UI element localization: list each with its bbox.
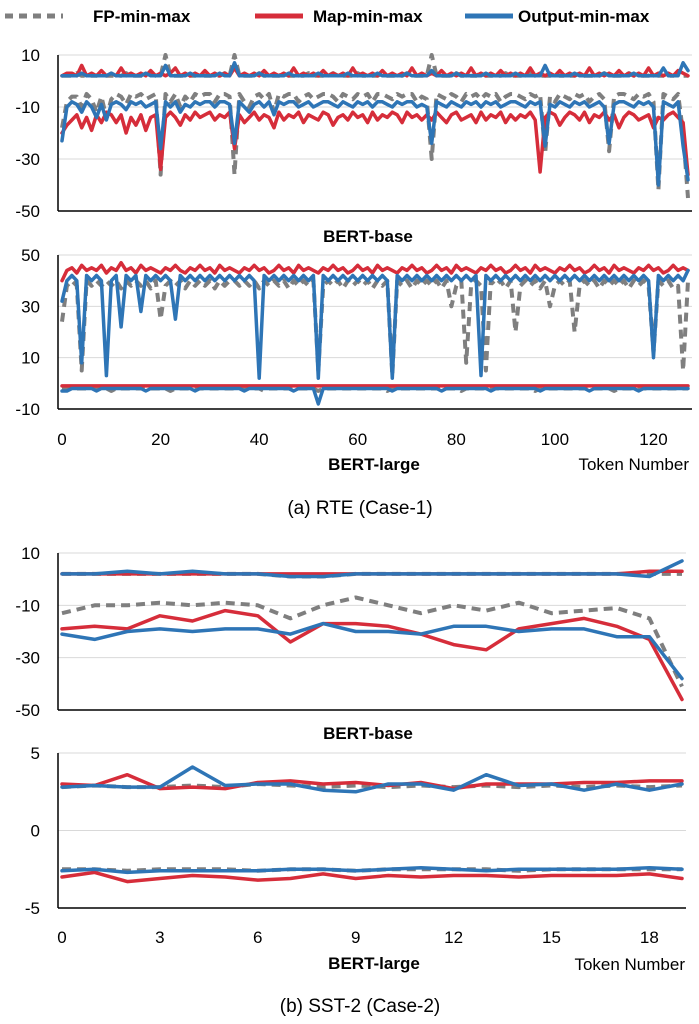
series-line-output-max [60,765,684,794]
caption-b: (b) SST-2 (Case-2) [280,996,440,1017]
x-tick-label: 12 [444,928,463,947]
x-tick-label: 80 [447,430,466,449]
series-line-output-min [60,865,684,875]
x-tick-label: 0 [57,430,66,449]
series-line-output-max [60,559,684,579]
y-tick-label: 10 [21,46,40,65]
y-tick-label: 10 [21,349,40,368]
y-tick-label: 5 [31,744,40,763]
x-tick-label: 60 [348,430,367,449]
legend-label-fp: FP-min-max [93,7,191,26]
series-line-output-max [60,61,690,78]
x-tick-label: 100 [541,430,569,449]
panel-b-bert-large: 5 0 -5 0 3 6 9 12 15 18 [25,744,686,947]
series-line-fp-min [60,92,690,199]
y-tick-label: -30 [15,649,40,668]
x-axis-label-a: Token Number [578,455,689,474]
legend-label-output: Output-min-max [518,7,650,26]
legend-label-map: Map-min-max [313,7,423,26]
y-tick-label: 10 [21,544,40,563]
series-line-output-min [60,100,690,187]
series-line-fp-max [61,782,683,790]
x-axis-label-b: Token Number [574,955,685,974]
caption-a: (a) RTE (Case-1) [287,498,432,519]
y-tick-label: 0 [31,822,40,841]
panel-b-bert-base: 10 -10 -30 -50 [15,544,686,720]
x-tick-label: 15 [542,928,561,947]
series-line-output-min [60,386,690,406]
series-line-fp-min [61,595,684,688]
x-tick-label: 40 [250,430,269,449]
y-tick-label: -10 [15,400,40,419]
y-tick-label: -50 [15,701,40,720]
y-tick-label: -10 [15,98,40,117]
series-line-map-min [60,110,690,177]
series-line-map-min [60,608,684,702]
series-line-output-min [60,621,684,681]
series-line-map-min [60,870,684,884]
x-tick-label: 3 [155,928,164,947]
y-tick-label: 50 [21,246,40,265]
x-tick-label: 18 [640,928,659,947]
series-line-fp-max [60,278,690,378]
series-line-output-max [60,268,690,380]
x-tick-label: 120 [639,430,667,449]
panel-b-bottom-title: BERT-large [328,954,420,973]
x-tick-label: 6 [253,928,262,947]
x-tick-label: 9 [351,928,360,947]
panel-b-top-title: BERT-base [323,724,413,743]
y-tick-label: -10 [15,596,40,615]
series-line-map-max [60,772,684,791]
y-tick-label: -50 [15,202,40,221]
y-tick-label: -5 [25,899,40,918]
panel-a-bottom-title: BERT-large [328,455,420,474]
series-line-map-max [60,260,690,283]
panel-a-top-title: BERT-base [323,227,413,246]
legend: FP-min-max Map-min-max Output-min-max [5,7,650,26]
x-tick-label: 20 [151,430,170,449]
x-tick-label: 0 [57,928,66,947]
y-tick-label: -30 [15,150,40,169]
y-tick-label: 30 [21,297,40,316]
panel-a-bert-large: 50 30 10 -10 0 20 40 60 80 100 120 [15,246,692,449]
panel-a-bert-base: 10 -10 -30 -50 [15,46,692,221]
